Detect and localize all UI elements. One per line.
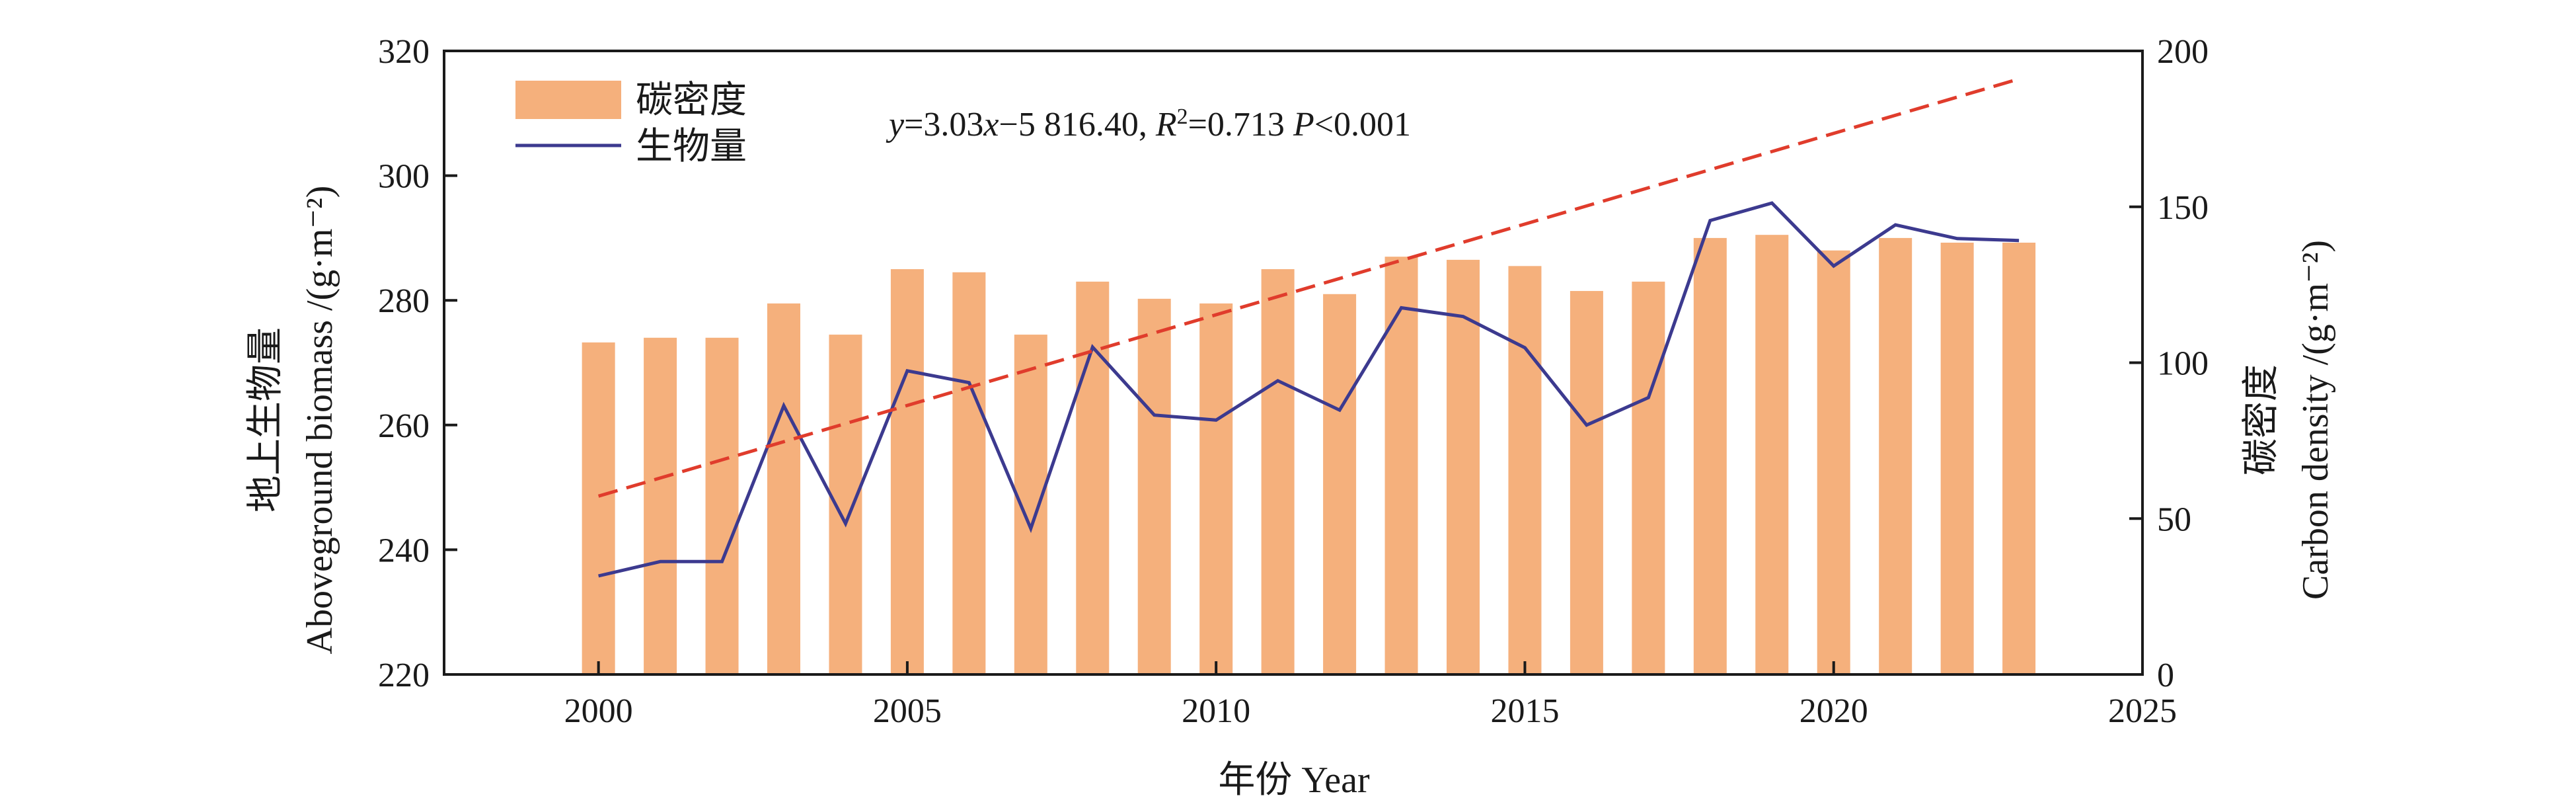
x-tick-label-2015: 2015 bbox=[1490, 692, 1559, 730]
bar-2010 bbox=[1199, 303, 1233, 674]
x-tick-label-2020: 2020 bbox=[1799, 692, 1868, 730]
trend-line bbox=[597, 77, 2020, 498]
bar-2011 bbox=[1261, 269, 1295, 674]
bar-2003 bbox=[767, 303, 800, 674]
y-left-tick-label-300: 300 bbox=[378, 158, 430, 196]
lines-layer bbox=[597, 77, 2020, 578]
right-axis-title-en: Carbon density /(g·m⁻²) bbox=[2295, 240, 2336, 600]
y-left-tick-label-320: 320 bbox=[378, 33, 430, 71]
y-left-tick-label-260: 260 bbox=[378, 407, 430, 445]
y-left-tick-label-240: 240 bbox=[378, 532, 430, 569]
x-tick-label-2010: 2010 bbox=[1182, 692, 1250, 730]
bar-2019 bbox=[1755, 235, 1789, 674]
regression-equation: y=3.03x−5 816.40, R2=0.713 P<0.001 bbox=[886, 104, 1411, 144]
bar-2006 bbox=[952, 272, 986, 674]
right-axis-title: 碳密度 Carbon density /(g·m⁻²) bbox=[2241, 240, 2336, 600]
bars-layer bbox=[582, 235, 2036, 675]
y-right-tick-label-0: 0 bbox=[2157, 657, 2174, 694]
right-axis-title-cn: 碳密度 bbox=[2241, 364, 2282, 475]
bar-2018 bbox=[1693, 237, 1727, 674]
bar-2014 bbox=[1447, 259, 1480, 674]
bar-2001 bbox=[644, 337, 677, 674]
x-tick-label-2025: 2025 bbox=[2108, 692, 2177, 730]
bar-2016 bbox=[1570, 291, 1603, 674]
bar-2008 bbox=[1076, 281, 1110, 674]
bar-2012 bbox=[1323, 294, 1357, 674]
bar-2022 bbox=[1940, 242, 1974, 674]
ticks-layer: 2000 2005 2010 2015 2020 20252202402602803003… bbox=[378, 33, 2209, 730]
y-left-tick-label-220: 220 bbox=[378, 657, 430, 694]
bar-2000 bbox=[582, 342, 615, 674]
y-right-tick-label-200: 200 bbox=[2157, 33, 2209, 71]
legend: 碳密度 生物量 bbox=[515, 80, 747, 167]
legend-label-biomass: 生物量 bbox=[636, 126, 747, 167]
left-axis-title: 地上生物量 Aboveground biomass /(g·m⁻²) bbox=[245, 186, 340, 655]
legend-label-carbon-density: 碳密度 bbox=[636, 80, 747, 121]
x-axis-title: 年份 Year bbox=[1218, 760, 1370, 801]
left-axis-title-cn: 地上生物量 bbox=[245, 327, 286, 512]
bar-2023 bbox=[2002, 242, 2036, 674]
bar-2015 bbox=[1508, 266, 1542, 675]
bar-2005 bbox=[890, 269, 924, 674]
x-tick-label-2005: 2005 bbox=[873, 692, 942, 730]
bar-2009 bbox=[1137, 298, 1171, 674]
y-right-tick-label-50: 50 bbox=[2157, 501, 2191, 538]
bar-2013 bbox=[1384, 257, 1418, 674]
bar-2021 bbox=[1879, 237, 1913, 674]
left-axis-title-en: Aboveground biomass /(g·m⁻²) bbox=[299, 186, 340, 655]
y-left-tick-label-280: 280 bbox=[378, 282, 430, 320]
bar-2002 bbox=[705, 337, 739, 674]
x-tick-label-2000: 2000 bbox=[564, 692, 633, 730]
y-right-tick-label-150: 150 bbox=[2157, 189, 2209, 227]
bar-2017 bbox=[1632, 281, 1665, 674]
y-right-tick-label-100: 100 bbox=[2157, 345, 2209, 383]
bar-2020 bbox=[1817, 250, 1850, 674]
biomass-line bbox=[598, 201, 2020, 578]
legend-swatch-carbon-density bbox=[515, 81, 621, 119]
